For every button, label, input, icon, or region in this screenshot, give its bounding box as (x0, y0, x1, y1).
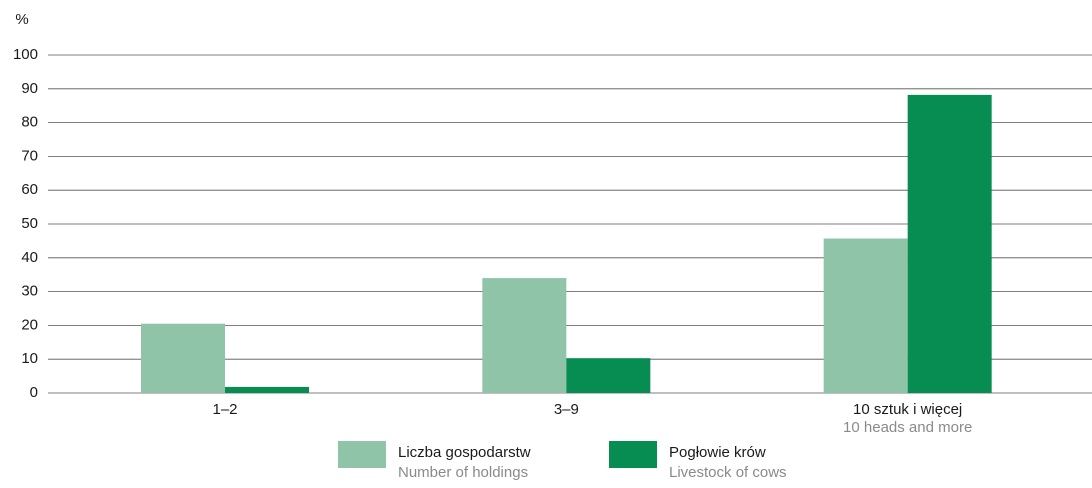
bar (141, 323, 225, 393)
bar (823, 238, 908, 393)
legend-label: Pogłowie krów (669, 444, 766, 461)
bar (907, 94, 992, 393)
legend-sublabel: Number of holdings (398, 464, 528, 481)
x-tick-label: 1–2 (212, 401, 237, 418)
y-tick-label: 10 (21, 350, 38, 367)
legend-swatch (609, 441, 657, 468)
y-tick-label: 80 (21, 114, 38, 131)
bar (566, 358, 651, 393)
x-tick-label: 10 sztuk i więcej (853, 401, 962, 418)
y-tick-label: 0 (30, 384, 38, 401)
y-tick-label: 90 (21, 80, 38, 97)
y-axis-label: % (15, 11, 28, 28)
legend-swatch (338, 441, 386, 468)
y-tick-label: 30 (21, 283, 38, 300)
y-tick-label: 20 (21, 316, 38, 333)
bar (225, 386, 309, 393)
y-tick-label: 70 (21, 147, 38, 164)
x-tick-sublabel: 10 heads and more (843, 419, 972, 436)
legend-label: Liczba gospodarstw (398, 444, 531, 461)
legend-sublabel: Livestock of cows (669, 464, 787, 481)
y-tick-label: 40 (21, 249, 38, 266)
y-tick-label: 50 (21, 215, 38, 232)
y-tick-label: 60 (21, 181, 38, 198)
y-tick-label: 100 (13, 46, 38, 63)
x-tick-label: 3–9 (554, 401, 579, 418)
bar (482, 278, 567, 393)
